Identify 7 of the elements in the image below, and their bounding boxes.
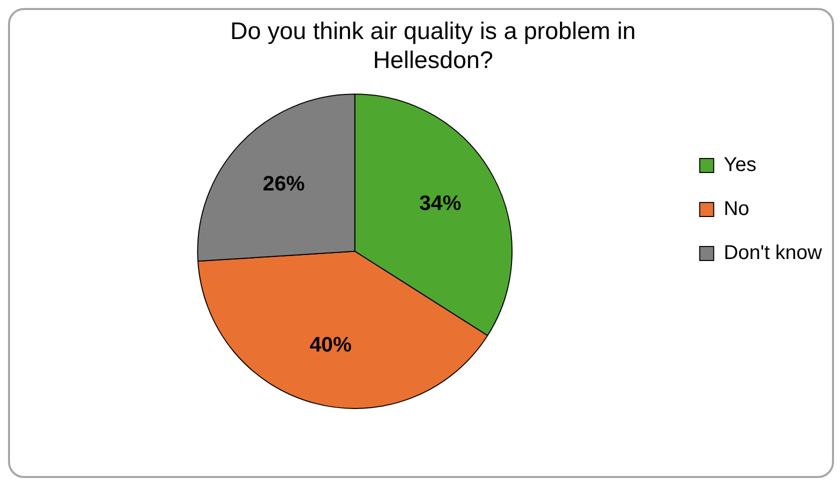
data-label: 40%: [310, 334, 352, 356]
data-label: 26%: [262, 172, 306, 196]
data-label: 34%: [419, 192, 462, 216]
legend-label: Don't know: [724, 242, 823, 264]
legend-label: No: [724, 198, 750, 220]
legend-label: Yes: [724, 154, 756, 176]
chart-title: Do you think air quality is a problem in Hellesdon?: [230, 18, 636, 74]
